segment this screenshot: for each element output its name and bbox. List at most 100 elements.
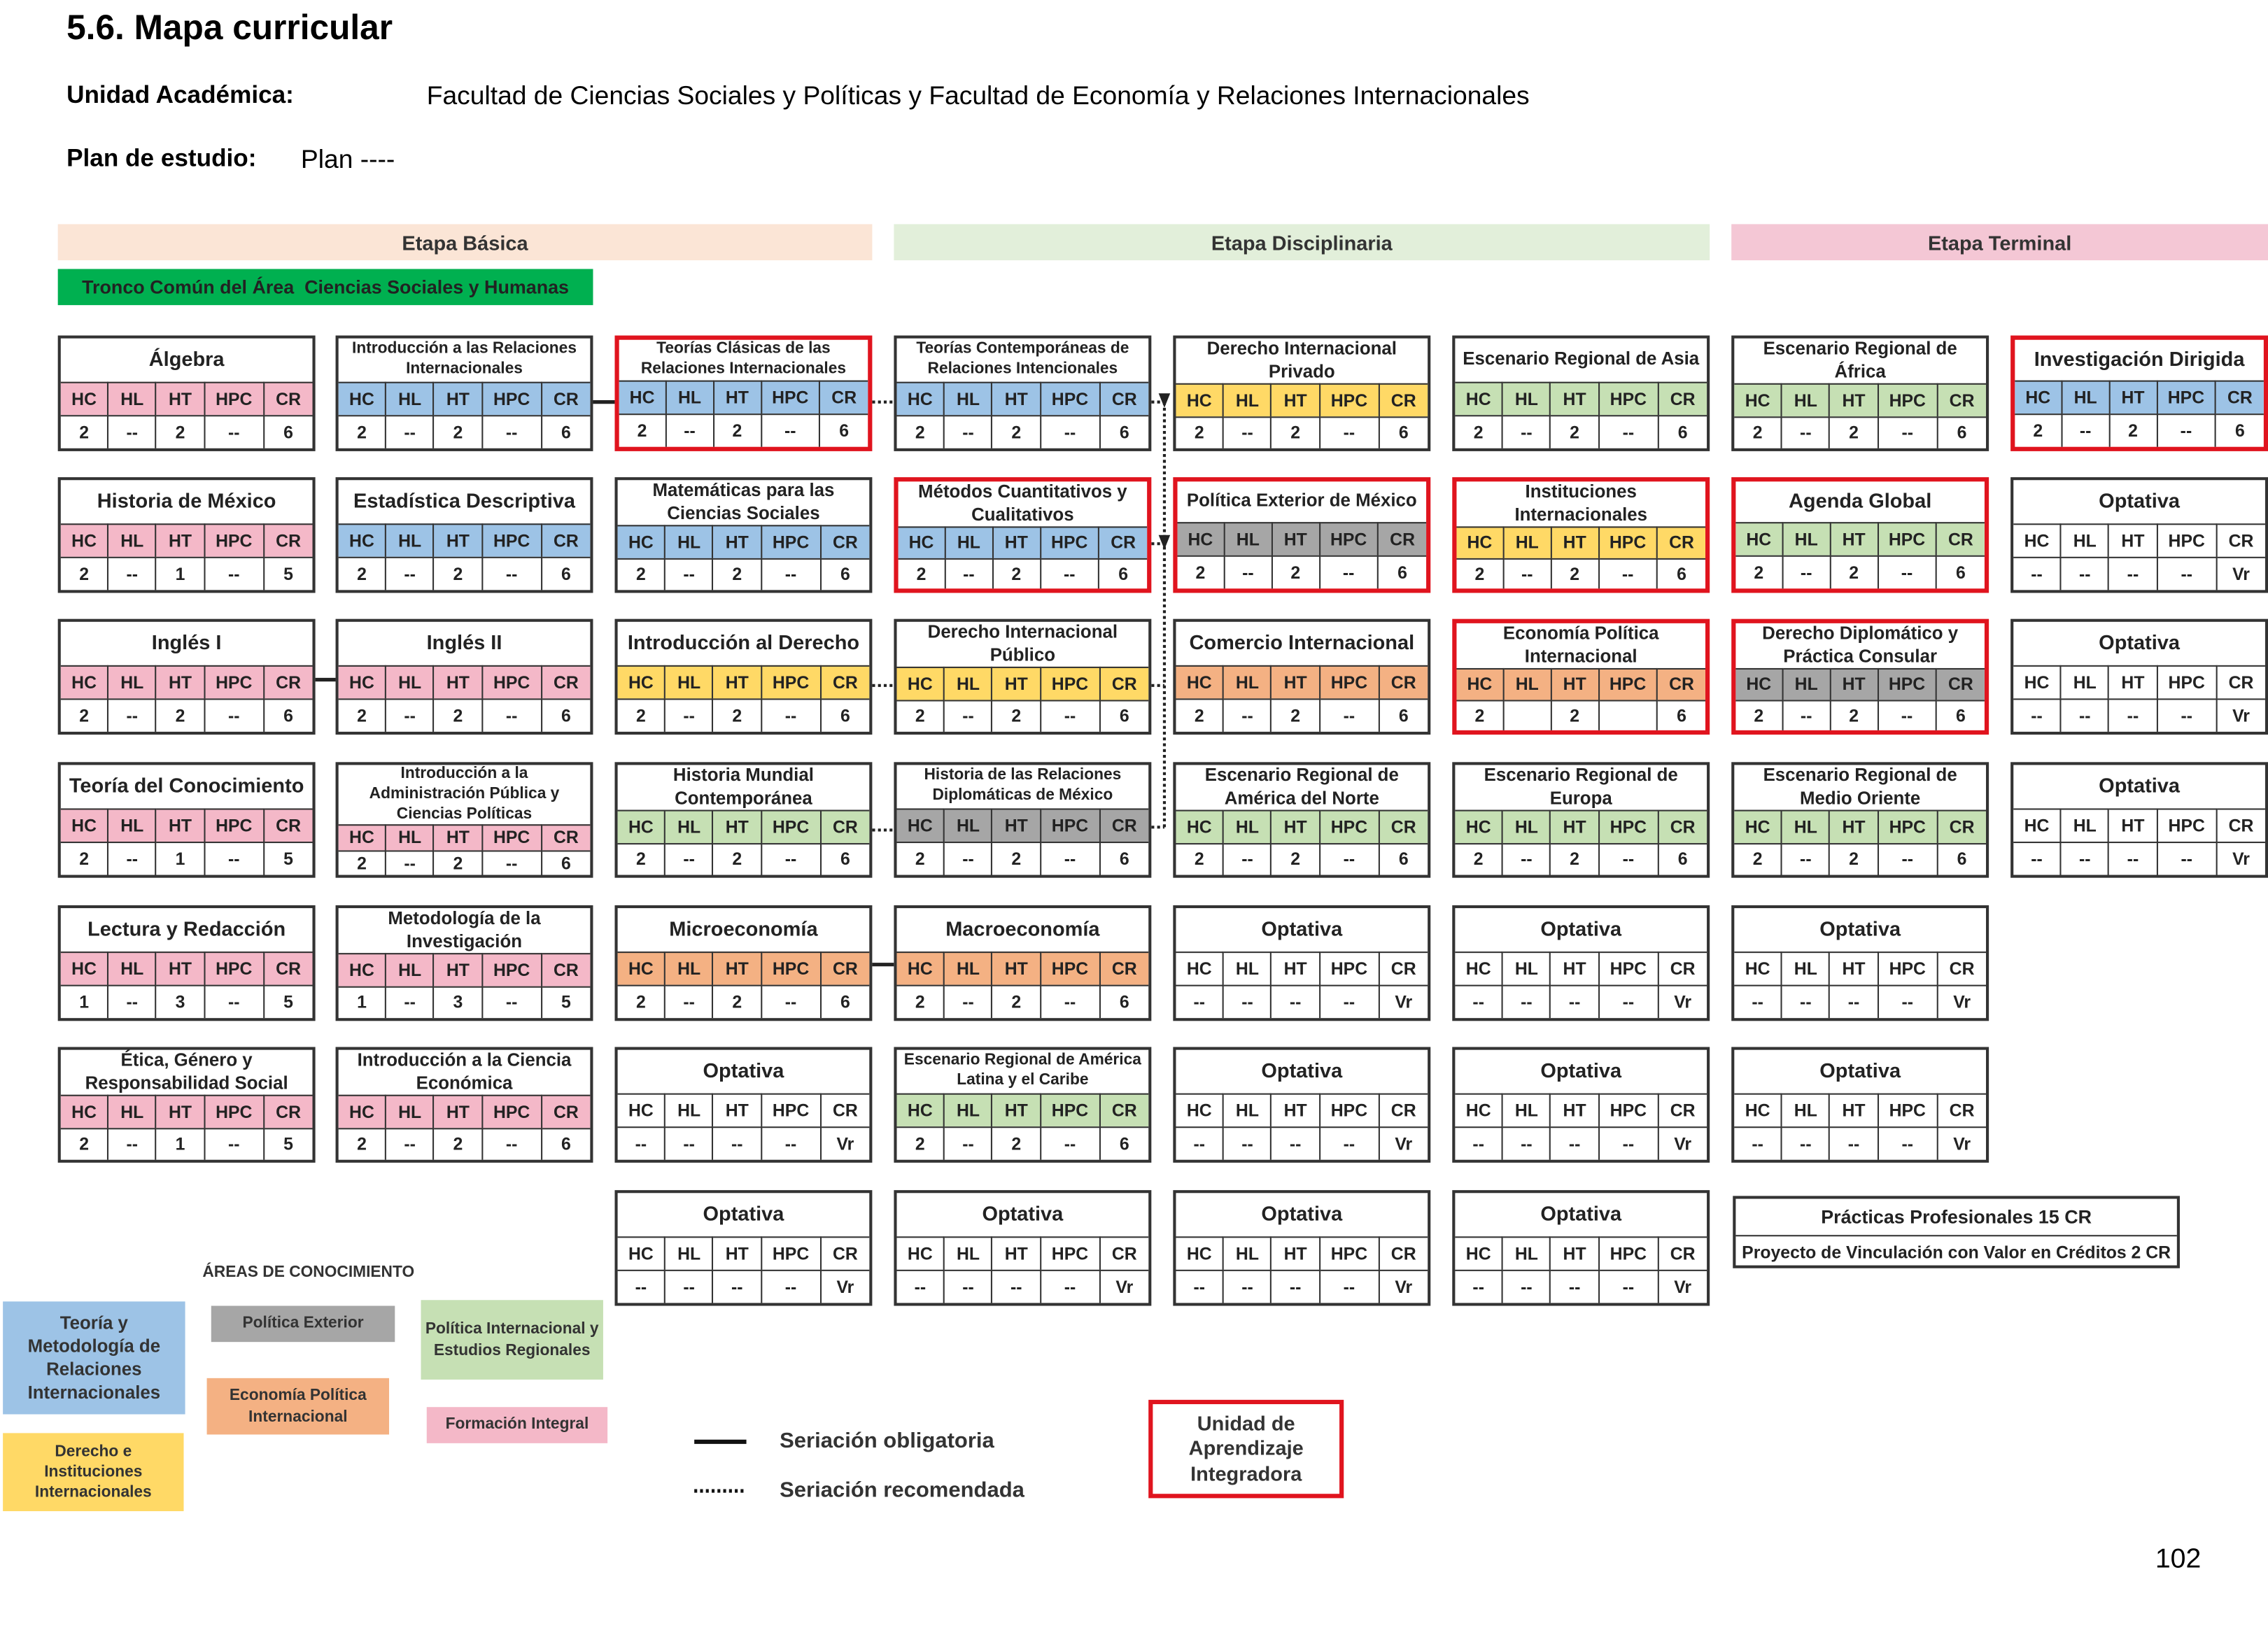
hour-value: -- — [665, 558, 714, 590]
unit-value: Facultad de Ciencias Sociales y Política… — [426, 80, 1530, 111]
hours-values: 2 -- 2 -- 6 — [338, 556, 591, 590]
course-name: Optativa — [2099, 489, 2180, 513]
hour-label: HPC — [1041, 526, 1100, 558]
hour-label: HL — [108, 665, 157, 699]
hour-value: 6 — [2216, 413, 2264, 447]
hours-values: 2 -- 2 -- 6 — [896, 984, 1149, 1019]
hour-value: -- — [945, 1269, 993, 1303]
hour-value: -- — [1320, 842, 1380, 875]
page-title: 5.6. Mapa curricular — [66, 8, 393, 48]
hour-value: -- — [108, 556, 157, 590]
hour-label: HPC — [761, 1236, 822, 1270]
hours-values: 2 -- 2 -- 6 — [617, 984, 870, 1019]
hour-label: HPC — [1599, 668, 1658, 700]
hour-value: 2 — [435, 1127, 483, 1160]
hour-label: HL — [665, 665, 714, 699]
hours-header: HC HL HT HPC CR — [60, 523, 313, 557]
hour-label: HPC — [204, 523, 265, 557]
hour-value: Vr — [1938, 984, 1986, 1019]
course-box: Derecho Diplomático y Práctica Consular H… — [1731, 618, 1989, 735]
hours-values: -- -- -- -- Vr — [1176, 1269, 1428, 1303]
hour-label: HT — [1830, 383, 1879, 416]
hour-label: HC — [60, 381, 109, 416]
hour-value: -- — [761, 698, 822, 732]
hour-value: 6 — [1100, 984, 1149, 1019]
hour-label: HT — [2110, 380, 2158, 414]
hour-label: HT — [435, 665, 483, 699]
hour-value: 6 — [821, 842, 870, 875]
hour-value: -- — [108, 1127, 157, 1160]
hour-label: HC — [1177, 522, 1225, 555]
hour-value: -- — [665, 1126, 714, 1160]
hour-label: HL — [1782, 1093, 1831, 1127]
hour-value: -- — [108, 841, 157, 875]
hour-value: -- — [1782, 984, 1831, 1019]
hour-value: -- — [1176, 984, 1225, 1019]
hour-value: -- — [1320, 1126, 1380, 1160]
hour-label: HPC — [204, 665, 265, 699]
hour-label: HT — [2109, 808, 2158, 842]
hour-label: HT — [714, 380, 762, 414]
course-box: Política Exterior de México HC HL HT HPC CR 2-… — [1173, 477, 1431, 593]
course-name: Historia de las Relaciones Diplomáticas … — [924, 767, 1122, 805]
hour-label: HL — [945, 667, 993, 700]
course-box: Derecho Internacional Privado HC HL HT HPC CR… — [1173, 335, 1431, 451]
hour-value: -- — [665, 842, 714, 875]
hour-value: 2 — [992, 1126, 1041, 1160]
course-name: Optativa — [2099, 774, 2180, 798]
hour-value: 2 — [2110, 413, 2158, 447]
hour-value: 2 — [2015, 413, 2063, 447]
course-name: Derecho Diplomático y Práctica Consular — [1762, 623, 1959, 667]
hours-values: -- -- -- -- Vr — [617, 1126, 870, 1160]
hour-label: HC — [60, 523, 109, 557]
hour-label: HT — [157, 808, 205, 842]
hour-value: -- — [2061, 556, 2110, 590]
hour-label: HL — [108, 951, 157, 985]
hour-label: HL — [1782, 951, 1831, 985]
hour-value: 2 — [1831, 555, 1879, 589]
hour-label: HT — [1272, 1236, 1320, 1270]
hour-value: 6 — [1658, 558, 1705, 588]
hour-label: HT — [1272, 951, 1320, 985]
hour-value: 2 — [713, 984, 762, 1019]
hours-values: 2 -- 2 -- 6 — [1456, 558, 1705, 589]
hour-value: -- — [1783, 555, 1831, 589]
hour-label: HT — [1272, 522, 1320, 555]
course-box: Introducción a las Relaciones Internacio… — [335, 335, 593, 451]
hour-value: 2 — [713, 698, 762, 732]
hours-header: HC HL HT HPC CR — [896, 1093, 1149, 1127]
hour-label: HPC — [1041, 667, 1101, 700]
hour-label: HC — [898, 526, 946, 558]
hours-header: HC HL HT HPC CR — [2013, 808, 2265, 842]
course-box: Inglés II HC HL HT HPC CR 2 -- 2 -- 6 — [335, 618, 593, 735]
hour-value: 2 — [1176, 416, 1225, 448]
hour-value: 2 — [617, 698, 666, 732]
hour-label: HL — [945, 1236, 993, 1270]
hour-value: -- — [1041, 1269, 1101, 1303]
hour-value: -- — [204, 556, 265, 590]
hour-value: 2 — [992, 841, 1041, 875]
hour-label: CR — [821, 665, 870, 699]
course-name: Escenario Regional de Medio Oriente — [1763, 765, 1957, 808]
hour-value: 6 — [1658, 842, 1707, 875]
hour-value: 6 — [1100, 415, 1149, 448]
hour-label: HPC — [1320, 383, 1380, 416]
hour-value: 2 — [617, 558, 666, 590]
hours-values: -- -- -- -- Vr — [1455, 1126, 1707, 1160]
course-box: Comercio Internacional HC HL HT HPC CR 2 -- 2 -- 6 — [1173, 618, 1431, 735]
hour-value: 2 — [1272, 698, 1320, 732]
hour-label: HC — [338, 1095, 387, 1128]
hour-value: 2 — [435, 415, 483, 448]
hour-label: HL — [1225, 522, 1273, 555]
hour-label: HPC — [1320, 810, 1380, 843]
hour-label: HL — [666, 380, 714, 414]
course-box: Teoría del Conocimiento HC HL HT HPC CR 2 -- 1 --… — [57, 762, 316, 878]
hour-label: HPC — [1878, 522, 1938, 555]
hour-value: 3 — [435, 985, 483, 1019]
hour-label: HPC — [204, 381, 265, 416]
hour-label: CR — [821, 1093, 870, 1127]
hour-label: HL — [945, 808, 993, 842]
hours-values: 2 -- 2 -- 6 — [1735, 555, 1985, 589]
hour-label: HT — [157, 951, 205, 985]
